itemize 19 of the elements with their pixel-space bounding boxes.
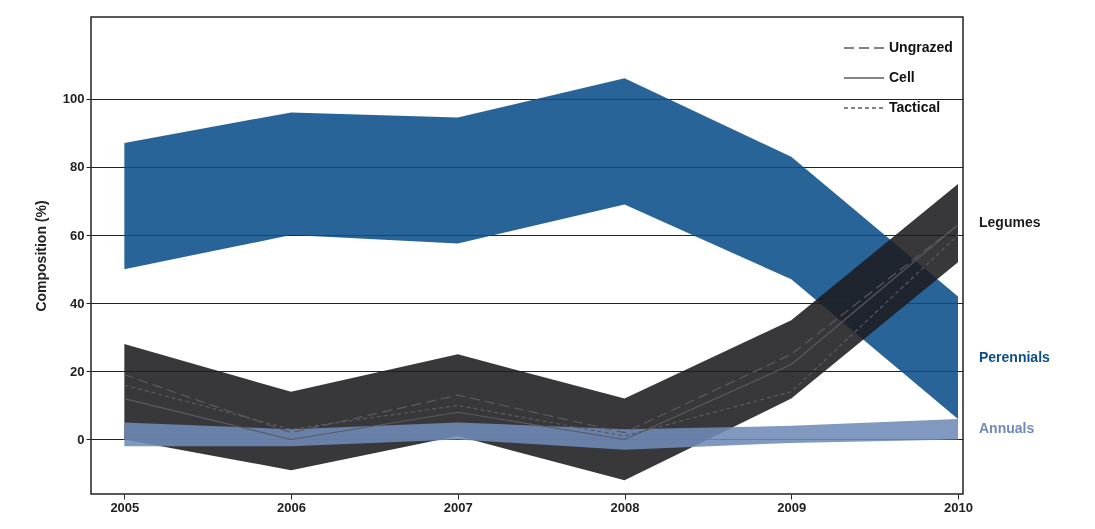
x-tick-label: 2007 [443,499,473,515]
x-tick-label: 2010 [944,499,973,515]
x-tick-label: 2009 [777,499,807,515]
x-tick-label: 2008 [610,499,640,515]
legend-label: Tactical [889,99,941,115]
y-tick-label: 100 [62,91,85,107]
legend-label: Ungrazed [889,39,953,55]
x-tick-label: 2005 [110,499,140,515]
x-tick-label: 2006 [277,499,307,515]
legend-label: Perennials [979,348,1051,365]
y-tick-label: 20 [70,363,85,379]
legend-label: Legumes [979,214,1041,231]
legend-label: Cell [889,69,915,85]
y-tick-label: 60 [70,227,85,243]
y-tick-label: 40 [70,295,85,311]
legend-label: Annuals [979,420,1035,437]
y-axis-title: Composition (%) [32,200,49,312]
y-tick-label: 0 [77,431,85,447]
y-tick-label: 80 [70,159,85,175]
